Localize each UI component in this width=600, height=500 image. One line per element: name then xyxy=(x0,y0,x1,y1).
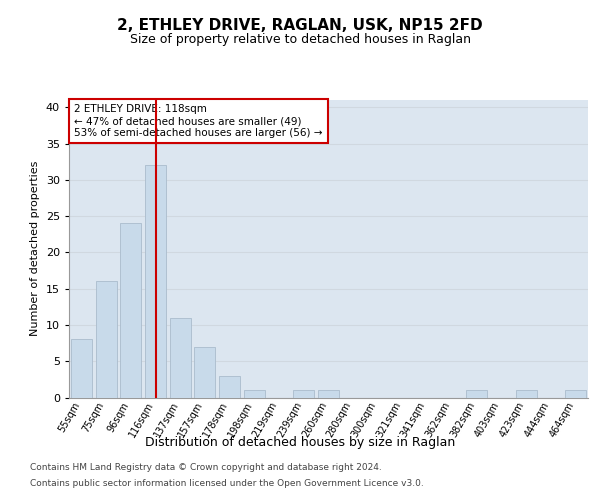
Bar xyxy=(194,346,215,398)
Bar xyxy=(516,390,537,398)
Text: Contains public sector information licensed under the Open Government Licence v3: Contains public sector information licen… xyxy=(30,478,424,488)
Text: 2 ETHLEY DRIVE: 118sqm
← 47% of detached houses are smaller (49)
53% of semi-det: 2 ETHLEY DRIVE: 118sqm ← 47% of detached… xyxy=(74,104,323,138)
Bar xyxy=(244,390,265,398)
Text: Size of property relative to detached houses in Raglan: Size of property relative to detached ho… xyxy=(130,32,470,46)
Bar xyxy=(170,318,191,398)
Bar xyxy=(95,282,116,398)
Text: 2, ETHLEY DRIVE, RAGLAN, USK, NP15 2FD: 2, ETHLEY DRIVE, RAGLAN, USK, NP15 2FD xyxy=(117,18,483,32)
Bar xyxy=(145,166,166,398)
Bar xyxy=(71,340,92,398)
Bar xyxy=(293,390,314,398)
Bar xyxy=(219,376,240,398)
Bar xyxy=(120,224,141,398)
Y-axis label: Number of detached properties: Number of detached properties xyxy=(30,161,40,336)
Bar xyxy=(565,390,586,398)
Bar xyxy=(466,390,487,398)
Text: Distribution of detached houses by size in Raglan: Distribution of detached houses by size … xyxy=(145,436,455,449)
Text: Contains HM Land Registry data © Crown copyright and database right 2024.: Contains HM Land Registry data © Crown c… xyxy=(30,464,382,472)
Bar xyxy=(318,390,339,398)
